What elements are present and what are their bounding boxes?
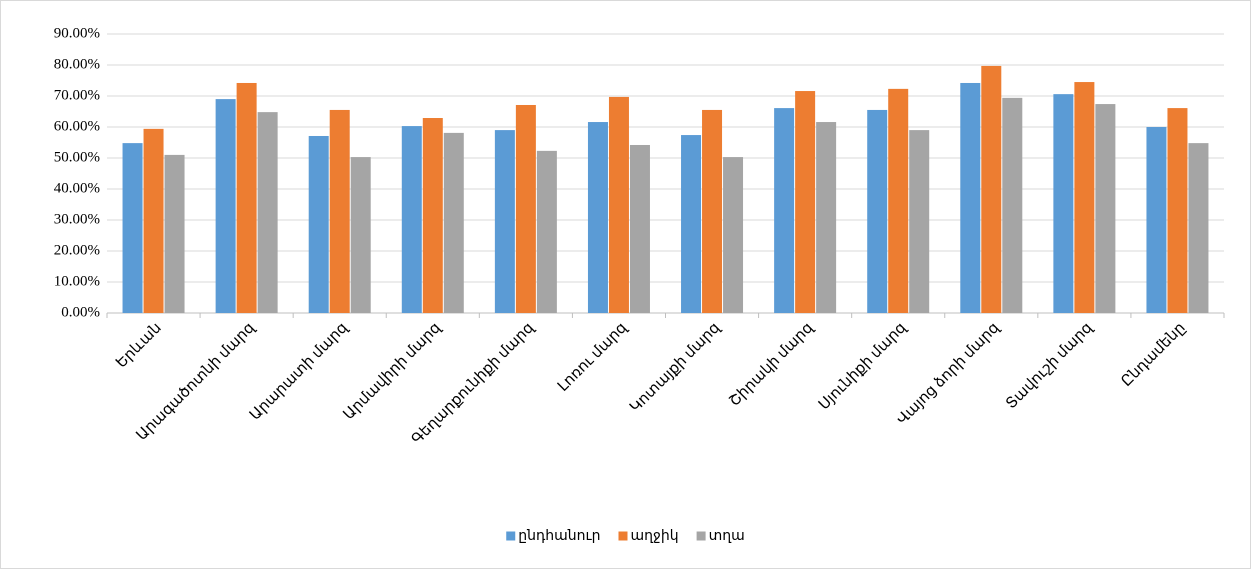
y-tick-label: 10.00% (54, 273, 100, 289)
bar (1095, 104, 1116, 313)
bar (909, 130, 930, 313)
bar (1146, 127, 1167, 313)
bar (1002, 97, 1023, 313)
legend-swatch (506, 531, 516, 541)
bar (960, 82, 981, 313)
bar (236, 82, 257, 313)
bar (164, 154, 185, 313)
bar (422, 118, 443, 313)
bar (681, 135, 702, 313)
legend-label: տղա (709, 528, 745, 544)
bar (401, 126, 422, 313)
bar (1167, 108, 1188, 313)
legend-label: աղջիկ (630, 528, 678, 544)
legend-swatch (696, 531, 706, 541)
bar (795, 91, 816, 313)
bar (723, 157, 744, 313)
y-tick-label: 0.00% (61, 304, 100, 320)
bar (774, 108, 795, 313)
bar (1053, 94, 1074, 313)
bar (494, 130, 515, 313)
y-tick-label: 80.00% (54, 56, 100, 72)
bar (888, 88, 909, 314)
bar (702, 109, 723, 313)
bar (350, 157, 371, 313)
bar (1188, 143, 1209, 313)
y-tick-label: 20.00% (54, 242, 100, 258)
bar (816, 122, 837, 313)
bar (536, 150, 557, 313)
y-tick-label: 60.00% (54, 118, 100, 134)
bar (867, 109, 888, 313)
y-tick-label: 40.00% (54, 180, 100, 196)
bar (1074, 82, 1095, 313)
bar (629, 144, 650, 313)
bar (257, 112, 278, 314)
bar (981, 65, 1002, 314)
y-tick-label: 30.00% (54, 211, 100, 227)
bar (329, 109, 350, 313)
bar (308, 135, 329, 313)
legend-swatch (618, 531, 628, 541)
y-tick-label: 50.00% (54, 149, 100, 165)
bar (515, 104, 536, 314)
legend-label: ընդհանուր (518, 528, 600, 544)
y-tick-label: 90.00% (54, 25, 100, 41)
bar (215, 99, 236, 313)
bar (143, 128, 164, 313)
y-tick-label: 70.00% (54, 87, 100, 103)
bar (443, 132, 464, 313)
bar (587, 122, 608, 313)
bar (122, 143, 143, 313)
bar (608, 96, 629, 314)
